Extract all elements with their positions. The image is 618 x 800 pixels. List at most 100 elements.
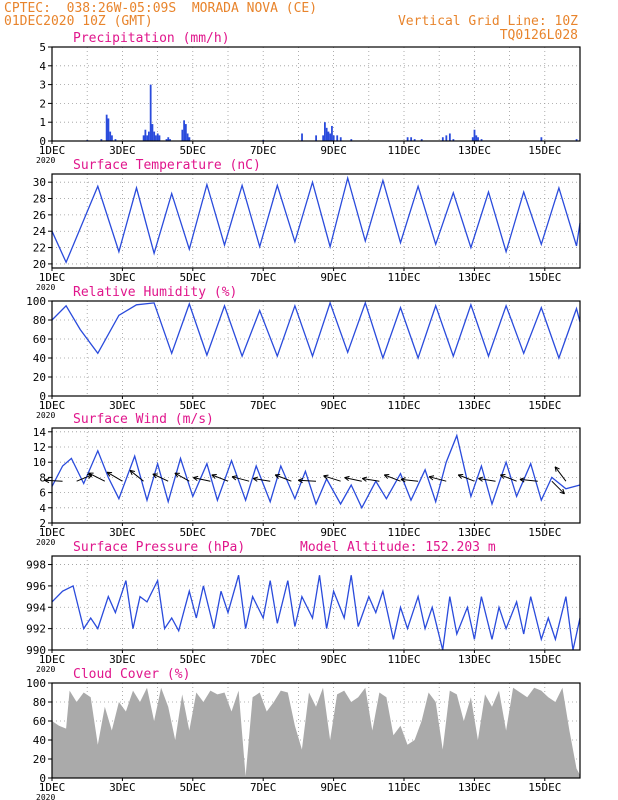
panel-1-bar [153, 131, 156, 141]
panel-4-wind-arrowhead [231, 475, 238, 478]
panel-2-series-line [51, 175, 581, 264]
panel-4-xtick-label: 1DEC [39, 526, 66, 539]
panel-1-bar [350, 139, 353, 141]
panel-1-bar [406, 137, 409, 141]
panel-4-wind-arrowhead [297, 477, 303, 481]
panel-5-ytick-label: 994 [26, 601, 46, 614]
header-code: TQ0126L028 [499, 28, 578, 43]
panel-2-ytick-label: 24 [33, 225, 47, 238]
panel-4-wind-arrow [174, 472, 190, 482]
panel-4-year-label: 2020 [36, 538, 55, 547]
panel-4-wind-arrow [298, 479, 317, 482]
panel-1-bar [184, 124, 187, 141]
panel-4-xtick-label: 15DEC [528, 526, 561, 539]
panel-1-frame [51, 46, 581, 142]
panel-4-wind-arrow [253, 478, 271, 482]
panel-1-bar [322, 135, 325, 141]
panel-5-year-label: 2020 [36, 665, 55, 674]
panel-4-wind-arrowhead [429, 475, 435, 478]
panel-3-xtick-label: 13DEC [458, 399, 491, 412]
panel-4-ytick-label: 12 [33, 441, 46, 454]
panel-4-wind-arrowhead [559, 491, 565, 495]
panel-6-xtick-label: 7DEC [250, 781, 277, 794]
panel-1-bar [329, 133, 332, 141]
panel-4-wind-arrow [384, 474, 401, 482]
panel-4-wind-arrowhead [192, 477, 198, 482]
panel-4-wind-arrowhead [361, 478, 367, 482]
panel-1-bar [413, 139, 416, 141]
panel-1-bar [149, 84, 152, 141]
panel-2-ytick-label: 22 [33, 242, 46, 255]
panel-2-xtick-label: 5DEC [180, 271, 207, 284]
panel-6-xtick-label: 5DEC [180, 781, 207, 794]
panel-2-ytick-label: 20 [33, 258, 46, 271]
panel-4-ytick-label: 10 [33, 456, 46, 469]
panel-4-wind-arrowhead [44, 479, 50, 484]
panel-1-bar [327, 131, 330, 141]
panel-4-wind-arrowhead [174, 472, 179, 478]
panel-5-ytick-label: 996 [26, 580, 46, 593]
panel-4-xtick-label: 3DEC [109, 526, 136, 539]
panel-3-title: Relative Humidity (%) [73, 285, 237, 300]
panel-1-bar [325, 127, 328, 141]
panel-1-bar [575, 139, 578, 141]
panel-5-series-line [51, 575, 581, 651]
panel-1-ytick-label: 1 [39, 116, 46, 129]
panel-4-ytick-label: 8 [39, 471, 46, 484]
panel-4-wind-arrow [551, 480, 565, 495]
panel-2-xtick-label: 1DEC [39, 271, 66, 284]
panel-2-ytick-label: 26 [33, 209, 46, 222]
panel-6-year-label: 2020 [36, 793, 55, 800]
panel-4-wind-arrowhead [44, 477, 50, 481]
panel-3-ytick-label: 0 [39, 390, 46, 403]
panel-6-xtick-label: 11DEC [387, 781, 420, 794]
panel-4-wind-arrow [231, 476, 250, 482]
panel-2-xtick-label: 7DEC [250, 271, 277, 284]
panel-5-xtick-label: 5DEC [180, 653, 207, 666]
panel-2-xtick-label: 3DEC [109, 271, 136, 284]
panel-3-year-label: 2020 [36, 411, 55, 420]
panel-4-wind-arrowhead [88, 472, 93, 478]
panel-3-ytick-label: 100 [26, 295, 46, 308]
panel-6-ytick-label: 80 [33, 696, 46, 709]
panel-1-bar [480, 139, 483, 141]
panel-4-xtick-label: 13DEC [458, 526, 491, 539]
panel-2-ytick-label: 28 [33, 193, 46, 206]
panel-4-wind-arrowhead [362, 476, 368, 479]
panel-1-xtick-label: 5DEC [180, 144, 207, 157]
panel-4-wind-arrowhead [344, 477, 349, 482]
panel-4-wind-arrowhead [211, 474, 216, 479]
panel-5-xtick-label: 11DEC [387, 653, 420, 666]
panel-6-ytick-label: 100 [26, 677, 46, 690]
panel-4-wind-arrowhead [500, 474, 505, 479]
panel-1-title: Precipitation (mm/h) [73, 31, 230, 46]
panel-1-bar [471, 137, 474, 141]
panel-3-ytick-label: 20 [33, 371, 46, 384]
panel-4-wind-arrowhead [562, 488, 565, 494]
panel-5-xtick-label: 15DEC [528, 653, 561, 666]
panel-4-wind-arrow [400, 478, 419, 482]
panel-4-wind-arrow [211, 474, 229, 482]
panel-3-ytick-label: 60 [33, 333, 46, 346]
panel-1-bar [452, 139, 455, 141]
panel-2-xtick-label: 13DEC [458, 271, 491, 284]
panel-5-ytick-label: 998 [26, 559, 46, 572]
panel-4-xtick-label: 5DEC [180, 526, 207, 539]
panel-4-wind-arrowhead [400, 477, 406, 480]
panel-1-xtick-label: 1DEC [39, 144, 66, 157]
panel-1-bar [477, 137, 479, 141]
panel-1-year-label: 2020 [36, 156, 55, 165]
panel-1-xtick-label: 15DEC [528, 144, 561, 157]
panel-4-wind-arrow [519, 478, 538, 482]
panel-4-wind-arrowhead [554, 466, 560, 470]
header-grid-note: Vertical Grid Line: 10Z [397, 14, 578, 29]
panel-1-ytick-label: 0 [39, 135, 46, 148]
panel-6-ytick-label: 40 [33, 734, 46, 747]
panel-4-wind-arrowhead [554, 466, 557, 472]
panel-1-bar [169, 139, 171, 141]
panel-3-frame [51, 300, 581, 397]
panel-1-bar [186, 133, 189, 141]
header-station: CPTEC: 038:26W-05:09S MORADA NOVA (CE) [4, 1, 318, 16]
panel-1-bar [142, 135, 145, 141]
panel-4-wind-arrowhead [400, 478, 406, 483]
